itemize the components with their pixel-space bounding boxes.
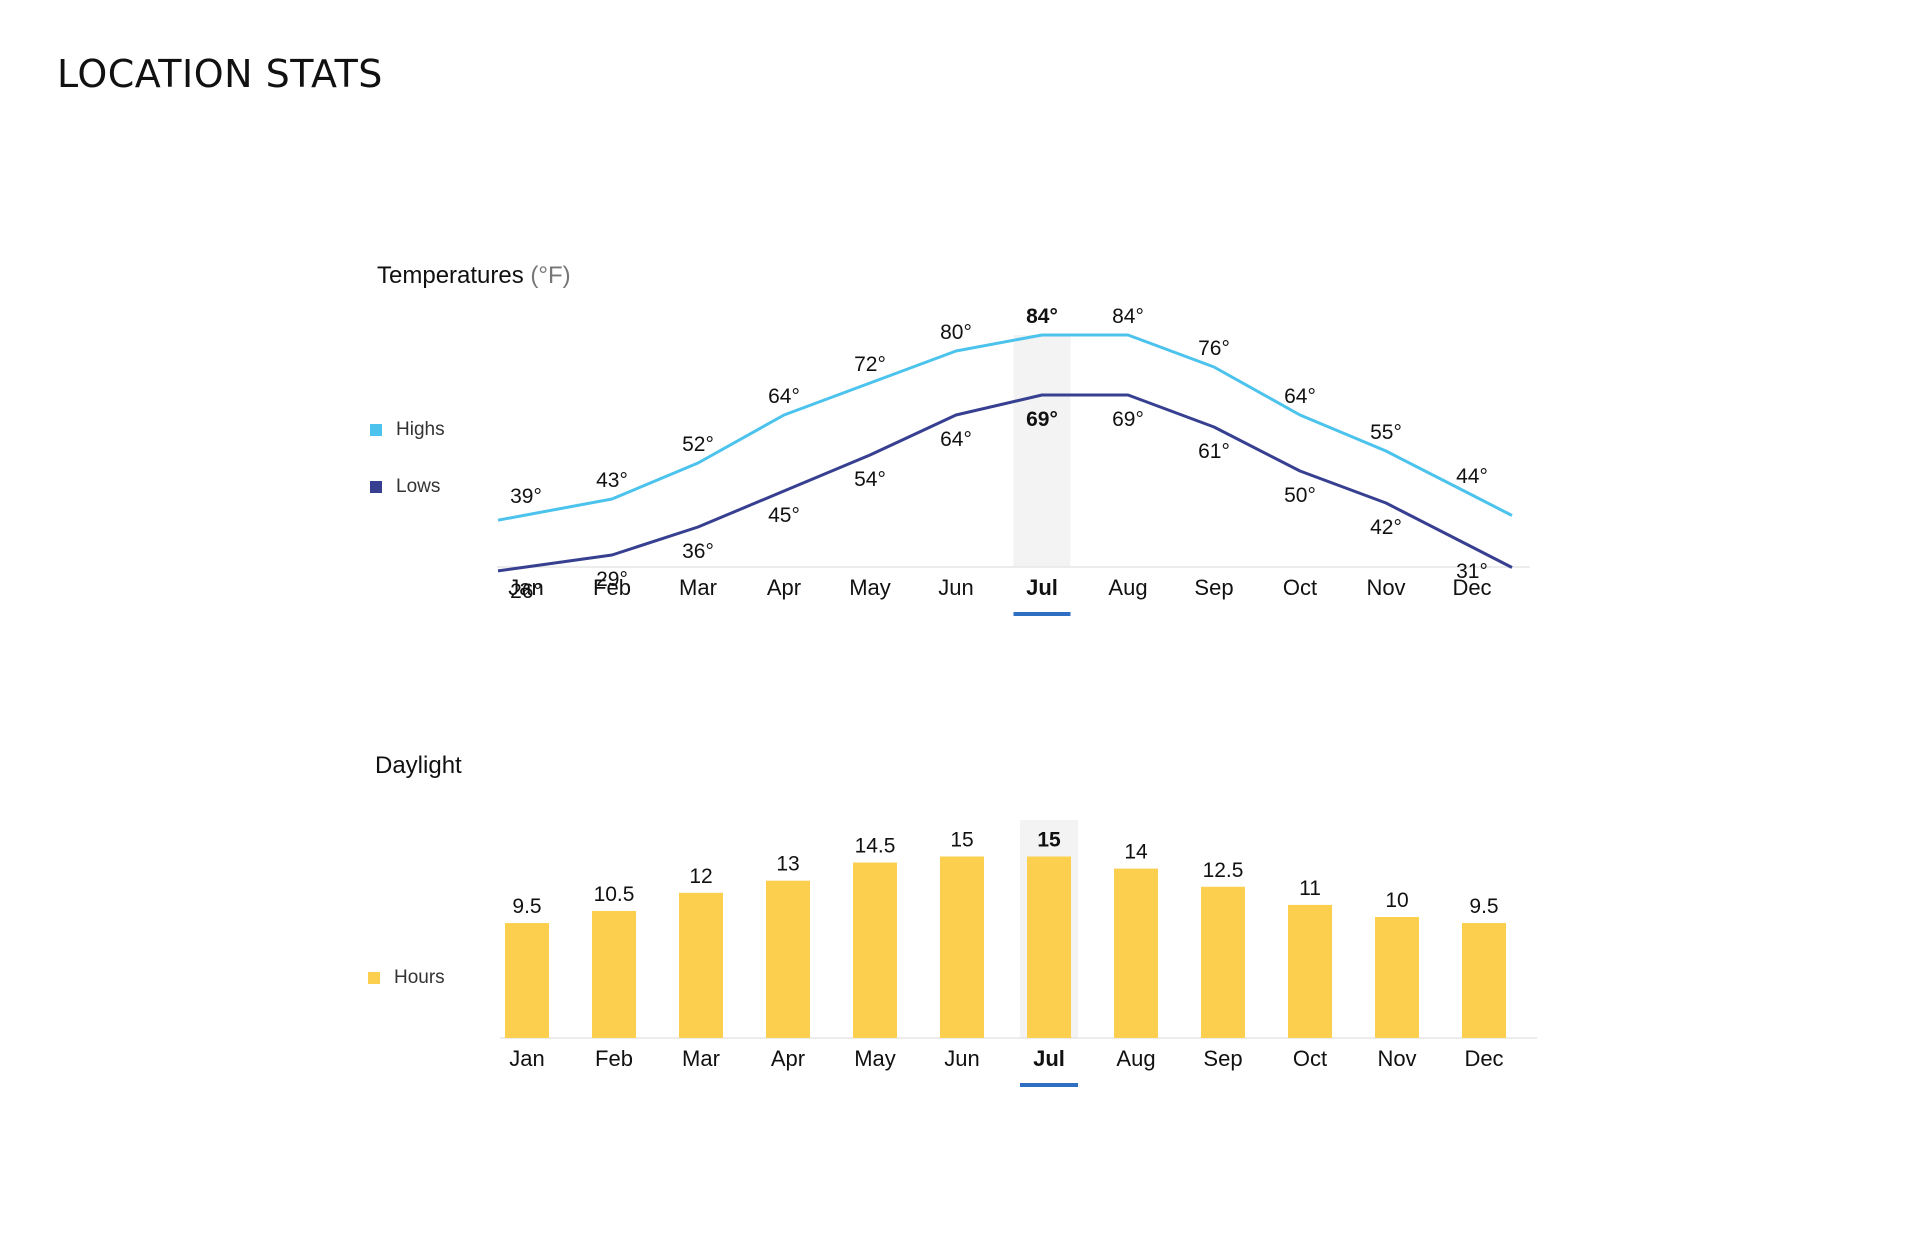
x-tick-label-daylight-oct: Oct xyxy=(1293,1046,1327,1071)
data-label-lows-dec: 31° xyxy=(1456,560,1488,583)
data-label-lows-aug: 69° xyxy=(1112,408,1144,431)
bar-feb xyxy=(592,910,636,1038)
bar-jun xyxy=(940,856,984,1038)
data-label-highs-sep: 76° xyxy=(1198,337,1230,360)
x-tick-label-temperatures-dec: Dec xyxy=(1452,575,1491,600)
x-tick-label-temperatures-jul: Jul xyxy=(1026,575,1058,600)
x-tick-label-daylight-mar: Mar xyxy=(682,1046,720,1071)
data-label-lows-mar: 36° xyxy=(682,540,714,563)
data-label-highs-may: 72° xyxy=(854,353,886,376)
temperatures-title-unit: (°F) xyxy=(530,262,571,289)
daylight-chart: 9.5 Jan 10.5 Feb 12 Mar 13 Apr 14.5 May 15 Jun 15 Jul… xyxy=(500,820,1537,1087)
x-tick-label-temperatures-apr: Apr xyxy=(767,575,801,600)
x-tick-label-temperatures-feb: Feb xyxy=(593,575,631,600)
bar-aug xyxy=(1114,868,1158,1038)
legend-item-highs: Highs xyxy=(370,418,445,442)
selected-month-indicator-temperatures xyxy=(1013,612,1071,616)
bar-jan xyxy=(505,923,549,1038)
data-label-hours-jan: 9.5 xyxy=(512,895,541,918)
data-label-lows-jul: 69° xyxy=(1026,408,1058,431)
bar-apr xyxy=(766,880,810,1038)
data-label-lows-feb: 29° xyxy=(596,568,628,591)
data-label-highs-oct: 64° xyxy=(1284,385,1316,408)
x-tick-label-daylight-feb: Feb xyxy=(595,1046,633,1071)
data-label-lows-apr: 45° xyxy=(768,504,800,527)
data-label-highs-apr: 64° xyxy=(768,385,800,408)
x-tick-label-daylight-jan: Jan xyxy=(509,1046,544,1071)
data-label-highs-mar: 52° xyxy=(682,433,714,456)
temperatures-chart-title: Temperatures (°F) xyxy=(377,262,571,290)
x-tick-label-temperatures-sep: Sep xyxy=(1194,575,1233,600)
data-label-highs-jun: 80° xyxy=(940,321,972,344)
data-label-hours-may: 14.5 xyxy=(855,835,896,858)
page-title: LOCATION STATS xyxy=(57,52,383,96)
data-label-hours-feb: 10.5 xyxy=(594,883,635,906)
data-label-highs-nov: 55° xyxy=(1370,421,1402,444)
data-label-hours-nov: 10 xyxy=(1385,889,1408,912)
selected-month-indicator-daylight xyxy=(1020,1083,1078,1087)
x-tick-label-daylight-may: May xyxy=(854,1046,896,1071)
bar-jul xyxy=(1027,856,1071,1038)
temperatures-chart: 39° 26°Jan 43° 29°Feb 52° 36° Mar 64° 45° Apr 72° 5… xyxy=(497,305,1530,616)
x-tick-label-temperatures-nov: Nov xyxy=(1366,575,1405,600)
x-tick-label-daylight-dec: Dec xyxy=(1464,1046,1503,1071)
legend-label-highs: Highs xyxy=(396,419,445,440)
x-tick-label-temperatures-jun: Jun xyxy=(938,575,973,600)
legend-label-hours: Hours xyxy=(394,967,445,988)
x-tick-label-daylight-jun: Jun xyxy=(944,1046,979,1071)
x-tick-label-temperatures-may: May xyxy=(849,575,891,600)
data-label-lows-oct: 50° xyxy=(1284,484,1316,507)
legend-item-lows: Lows xyxy=(370,475,445,499)
bar-may xyxy=(853,862,897,1038)
data-label-lows-sep: 61° xyxy=(1198,440,1230,463)
data-label-lows-may: 54° xyxy=(854,468,886,491)
data-label-hours-dec: 9.5 xyxy=(1469,895,1498,918)
bar-oct xyxy=(1288,904,1332,1038)
bar-nov xyxy=(1375,917,1419,1038)
x-tick-label-temperatures-oct: Oct xyxy=(1283,575,1317,600)
x-tick-label-daylight-aug: Aug xyxy=(1116,1046,1155,1071)
x-tick-label-daylight-sep: Sep xyxy=(1203,1046,1242,1071)
data-label-highs-jul: 84° xyxy=(1026,305,1058,328)
x-tick-label-daylight-nov: Nov xyxy=(1377,1046,1416,1071)
data-label-hours-jun: 15 xyxy=(950,829,973,852)
data-label-highs-feb: 43° xyxy=(596,469,628,492)
bar-dec xyxy=(1462,923,1506,1038)
daylight-title-text: Daylight xyxy=(375,752,462,779)
data-label-hours-mar: 12 xyxy=(689,865,712,888)
data-label-highs-jan: 39° xyxy=(510,485,542,508)
bar-mar xyxy=(679,892,723,1038)
data-label-lows-jun: 64° xyxy=(940,428,972,451)
x-tick-label-daylight-jul: Jul xyxy=(1033,1046,1065,1071)
data-label-hours-jul: 15 xyxy=(1037,829,1061,852)
legend-item-hours: Hours xyxy=(368,966,445,990)
hours-swatch xyxy=(368,972,380,984)
data-label-highs-aug: 84° xyxy=(1112,305,1144,328)
daylight-chart-title: Daylight xyxy=(375,752,462,780)
x-tick-label-daylight-apr: Apr xyxy=(771,1046,805,1071)
highlight-band-jul xyxy=(1013,335,1071,567)
x-tick-label-temperatures-jan: Jan xyxy=(508,575,543,600)
daylight-legend: Hours xyxy=(368,966,445,990)
lows-swatch xyxy=(370,481,382,493)
x-tick-label-temperatures-aug: Aug xyxy=(1108,575,1147,600)
temperatures-title-text: Temperatures xyxy=(377,262,524,289)
data-label-highs-dec: 44° xyxy=(1456,465,1488,488)
x-tick-label-temperatures-mar: Mar xyxy=(679,575,717,600)
series-line-lows xyxy=(497,393,1513,573)
temperatures-legend: Highs Lows xyxy=(370,418,445,499)
data-label-hours-oct: 11 xyxy=(1299,877,1321,900)
highs-swatch xyxy=(370,424,382,436)
data-label-lows-nov: 42° xyxy=(1370,516,1402,539)
data-label-hours-aug: 14 xyxy=(1124,841,1148,864)
data-label-hours-apr: 13 xyxy=(776,853,799,876)
bar-sep xyxy=(1201,886,1245,1038)
data-label-hours-sep: 12.5 xyxy=(1203,859,1244,882)
series-line-highs xyxy=(497,333,1513,522)
legend-label-lows: Lows xyxy=(396,476,441,497)
data-label-lows-jan: 26° xyxy=(510,580,542,603)
